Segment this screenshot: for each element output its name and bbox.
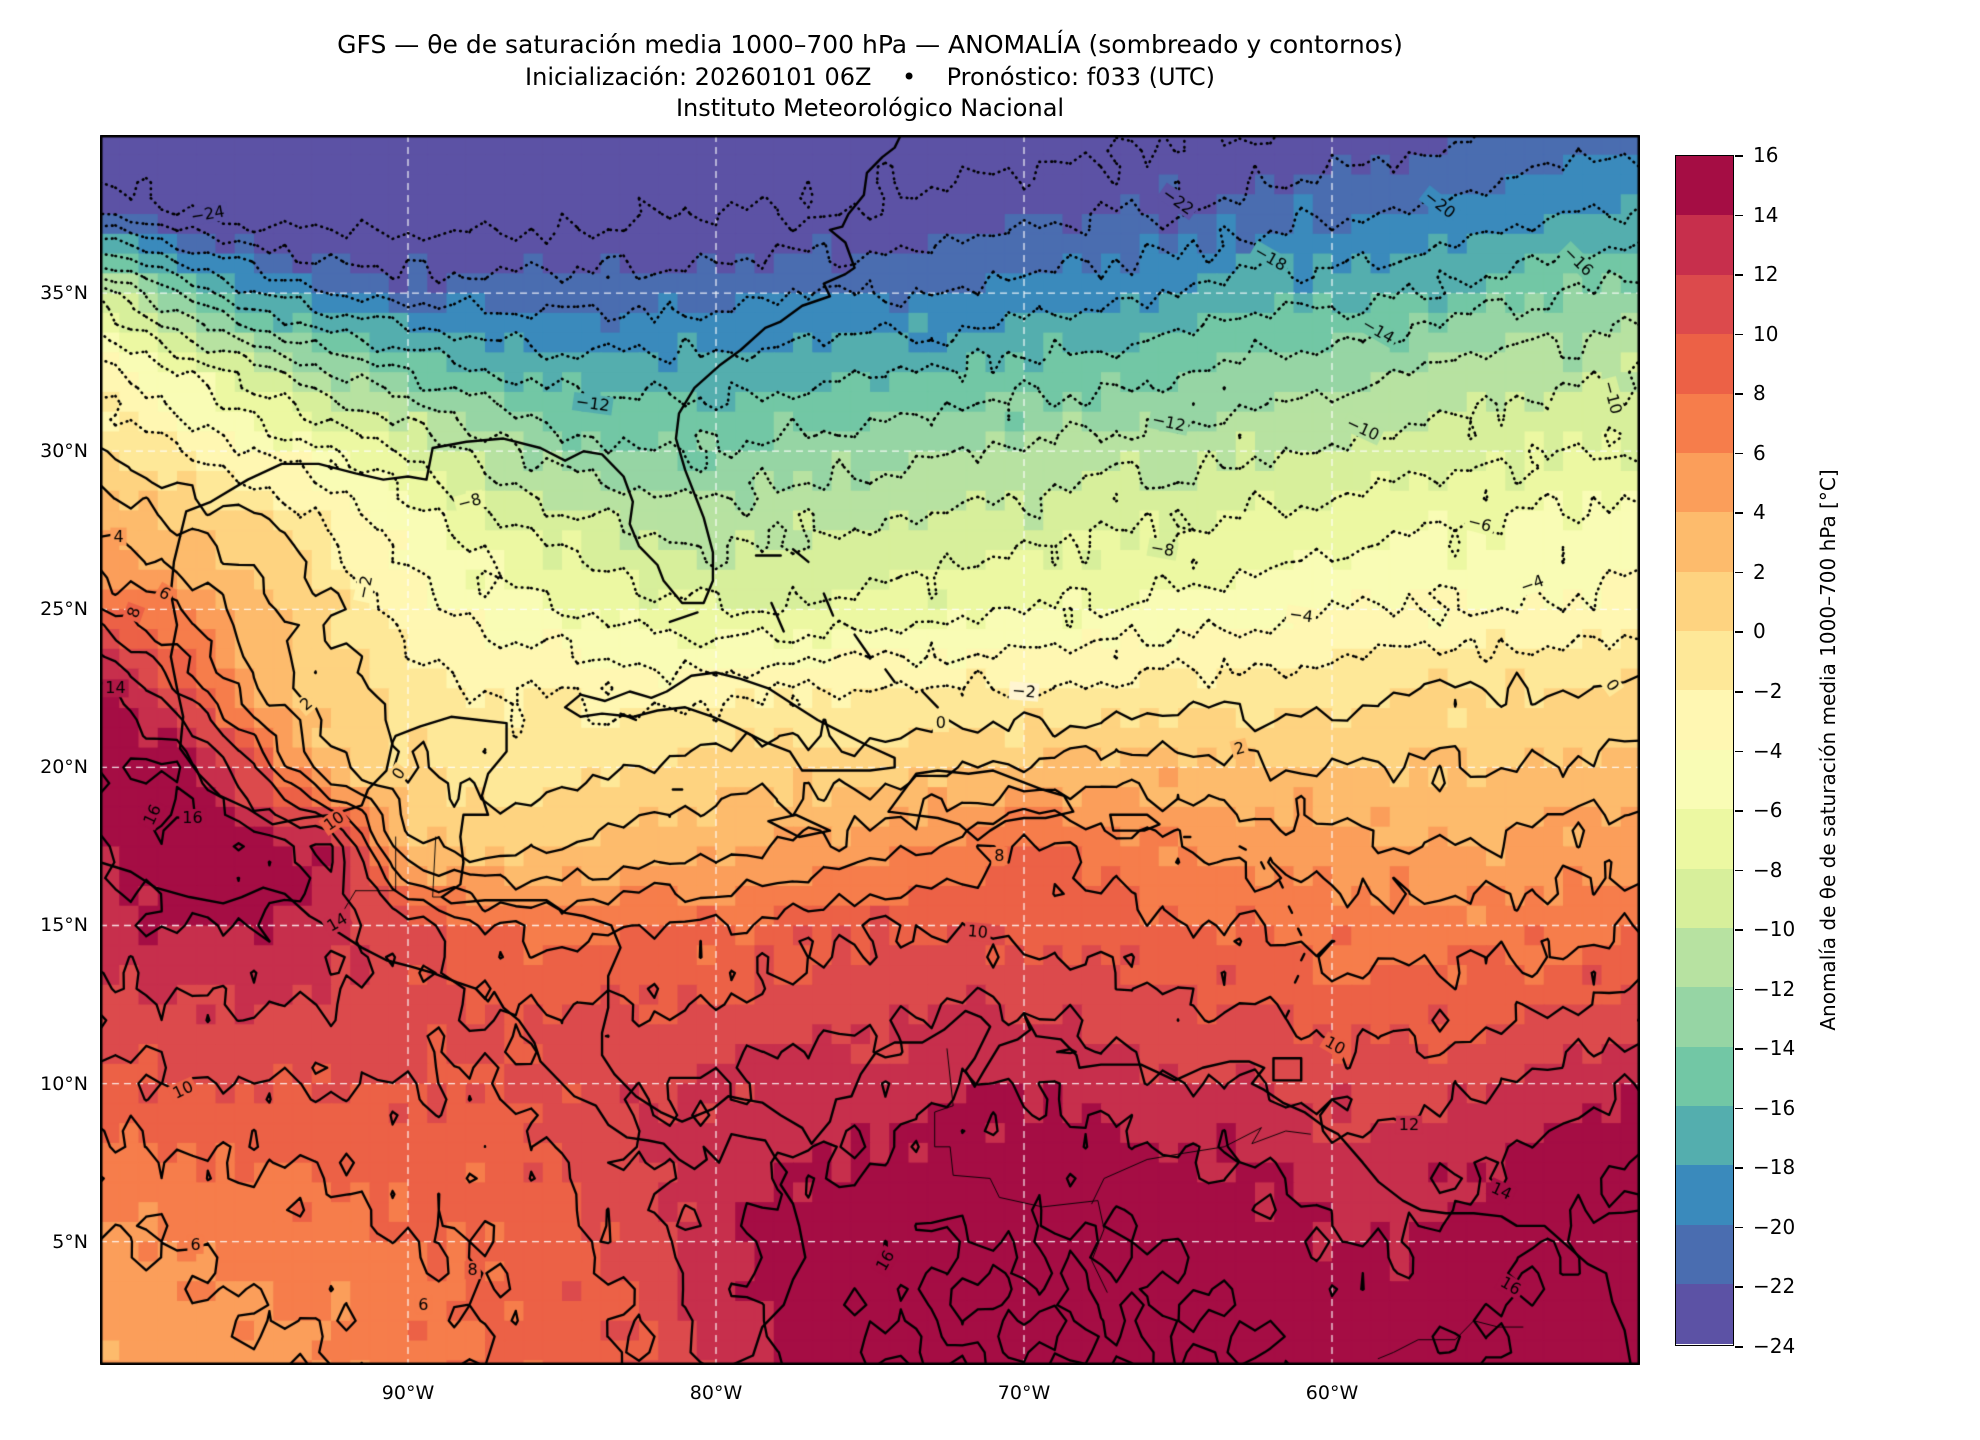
colorbar-tick-mark (1735, 214, 1743, 217)
colorbar-tick-mark (1735, 810, 1743, 812)
lon-tick-label: 60°W (1305, 1382, 1359, 1404)
colorbar-tick-mark (1735, 1226, 1743, 1229)
colorbar-tick-mark (1735, 393, 1743, 395)
lat-tick-label: 35°N (40, 282, 88, 305)
colorbar-segment (1676, 1046, 1733, 1106)
colorbar-tick-mark (1735, 988, 1743, 991)
colorbar-segment (1676, 809, 1733, 869)
colorbar-tick-mark (1735, 1167, 1743, 1169)
colorbar-segment (1676, 156, 1733, 216)
colorbar-tick-mark (1735, 869, 1743, 872)
contour-map-canvas (100, 135, 1640, 1365)
colorbar-segment (1676, 334, 1733, 394)
colorbar-tick-mark (1735, 631, 1743, 633)
colorbar-segment (1676, 393, 1733, 453)
colorbar-tick-label: −16 (1753, 1095, 1796, 1120)
colorbar (1675, 155, 1734, 1346)
lon-tick-label: 90°W (381, 1382, 435, 1404)
colorbar-segment (1676, 868, 1733, 928)
colorbar-tick-label: 16 (1753, 143, 1779, 167)
colorbar-tick-label: −4 (1753, 738, 1783, 763)
colorbar-segment (1676, 1165, 1733, 1225)
colorbar-segment (1676, 274, 1733, 335)
colorbar-axis-label: Anomalía de θe de saturación media 1000–… (1816, 469, 1840, 1031)
colorbar-tick-label: 2 (1753, 559, 1766, 584)
colorbar-segment (1676, 452, 1733, 513)
colorbar-tick-label: −6 (1753, 798, 1783, 823)
lat-tick-label: 10°N (40, 1072, 88, 1095)
colorbar-tick-mark (1735, 1346, 1743, 1348)
lat-tick-label: 20°N (40, 756, 88, 779)
colorbar-tick-mark (1735, 155, 1743, 157)
colorbar-tick-label: 14 (1753, 202, 1779, 227)
lon-tick-label: 80°W (689, 1382, 743, 1404)
colorbar-segment (1676, 1284, 1733, 1344)
colorbar-segment (1676, 927, 1733, 988)
colorbar-tick-mark (1735, 571, 1743, 574)
colorbar-tick-label: 8 (1753, 381, 1766, 406)
colorbar-segment (1676, 987, 1733, 1047)
plot-subtitle-init-forecast: Inicialización: 20260101 06Z • Pronóstic… (525, 63, 1215, 91)
colorbar-tick-mark (1735, 750, 1743, 753)
colorbar-tick-mark (1735, 1107, 1743, 1110)
colorbar-tick-label: 10 (1753, 321, 1779, 346)
colorbar-tick-label: 6 (1753, 440, 1766, 465)
colorbar-tick-label: −20 (1753, 1214, 1796, 1239)
lat-tick-label: 15°N (40, 914, 88, 937)
colorbar-segment (1676, 749, 1733, 810)
colorbar-tick-label: −10 (1753, 917, 1796, 942)
colorbar-segment (1676, 631, 1733, 691)
colorbar-segment (1676, 1106, 1733, 1166)
colorbar-segment (1676, 512, 1733, 572)
colorbar-segment (1676, 571, 1733, 631)
plot-institution: Instituto Meteorológico Nacional (675, 94, 1065, 122)
colorbar-tick-label: −8 (1753, 857, 1783, 882)
lat-tick-label: 25°N (40, 598, 88, 621)
lat-tick-label: 5°N (52, 1230, 88, 1253)
plot-title: GFS — θe de saturación media 1000–700 hP… (337, 30, 1403, 59)
colorbar-tick-label: −24 (1753, 1334, 1796, 1358)
colorbar-tick-label: −18 (1753, 1155, 1796, 1180)
colorbar-tick-mark (1735, 452, 1743, 455)
colorbar-segment (1676, 690, 1733, 750)
colorbar-tick-mark (1735, 274, 1743, 276)
colorbar-tick-label: 0 (1753, 619, 1766, 644)
colorbar-tick-label: −2 (1753, 678, 1783, 703)
colorbar-tick-label: 12 (1753, 262, 1779, 287)
lat-tick-label: 30°N (40, 440, 88, 463)
colorbar-tick-mark (1735, 1048, 1743, 1050)
colorbar-segment (1676, 215, 1733, 275)
colorbar-tick-mark (1735, 512, 1743, 514)
colorbar-tick-label: −12 (1753, 976, 1796, 1001)
colorbar-tick-mark (1735, 333, 1743, 336)
colorbar-tick-label: 4 (1753, 500, 1766, 525)
colorbar-tick-label: −14 (1753, 1036, 1796, 1061)
colorbar-segment (1676, 1224, 1733, 1285)
lon-tick-label: 70°W (997, 1382, 1051, 1404)
colorbar-tick-mark (1735, 690, 1743, 693)
colorbar-tick-mark (1735, 929, 1743, 931)
colorbar-tick-mark (1735, 1286, 1743, 1289)
colorbar-tick-label: −22 (1753, 1274, 1796, 1299)
